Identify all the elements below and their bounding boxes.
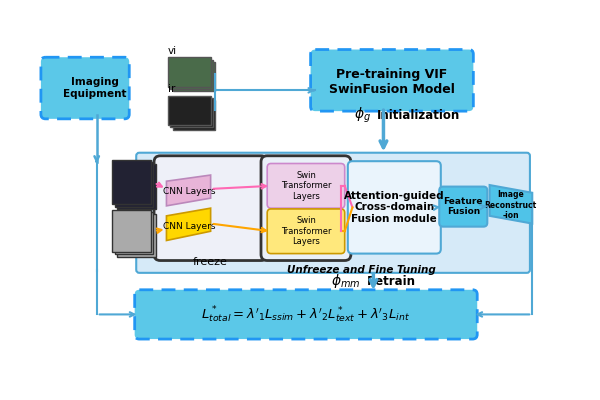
Text: CNN Layers: CNN Layers [163,188,216,196]
Text: freeze: freeze [193,258,228,268]
Text: ir: ir [168,84,175,94]
Polygon shape [166,175,211,206]
Text: Imaging
Equipment: Imaging Equipment [64,77,127,99]
Text: Swin
Transformer
Layers: Swin Transformer Layers [281,216,331,246]
Text: $\phi_g$: $\phi_g$ [354,106,371,125]
FancyBboxPatch shape [136,153,530,273]
Text: $L^*_{total} = \lambda'_1 L_{ssim} + \lambda'_2 L^*_{text} + \lambda'_3 L_{int}$: $L^*_{total} = \lambda'_1 L_{ssim} + \la… [202,304,410,324]
Bar [117,214,155,257]
Text: $\phi_{mm}$: $\phi_{mm}$ [331,272,360,290]
FancyBboxPatch shape [267,164,344,208]
Polygon shape [166,208,211,240]
Text: CNN Layers: CNN Layers [163,222,216,231]
FancyBboxPatch shape [154,156,267,260]
FancyBboxPatch shape [267,209,344,254]
Polygon shape [490,185,532,224]
FancyBboxPatch shape [41,57,129,119]
FancyBboxPatch shape [439,186,487,227]
Text: vi: vi [168,46,177,56]
FancyBboxPatch shape [311,50,473,111]
Text: Pre-training VIF
SwinFusion Model: Pre-training VIF SwinFusion Model [329,68,455,96]
Text: Image
Reconstruct
-ion: Image Reconstruct -ion [484,190,536,220]
Text: Retrain: Retrain [367,275,416,288]
Bar [170,60,213,89]
Text: Attention-guided
Cross-domain
Fusion module: Attention-guided Cross-domain Fusion mod… [344,191,445,224]
Text: Unfreeze and Fine Tuning: Unfreeze and Fine Tuning [287,265,436,275]
Text: Initialization: Initialization [377,109,461,122]
Bar [173,62,215,91]
FancyBboxPatch shape [348,161,441,254]
Text: Swin
Transformer
Layers: Swin Transformer Layers [281,171,331,201]
Bar [170,98,213,127]
FancyBboxPatch shape [261,156,351,260]
Bar [168,57,211,86]
Bar [115,162,153,207]
FancyBboxPatch shape [134,290,477,339]
Bar [115,212,153,254]
Bar [173,100,215,130]
Text: Feature
Fusion: Feature Fusion [443,197,483,216]
Bar [168,96,211,125]
Bar [117,164,155,209]
Bar [112,160,151,204]
Bar [112,210,151,252]
